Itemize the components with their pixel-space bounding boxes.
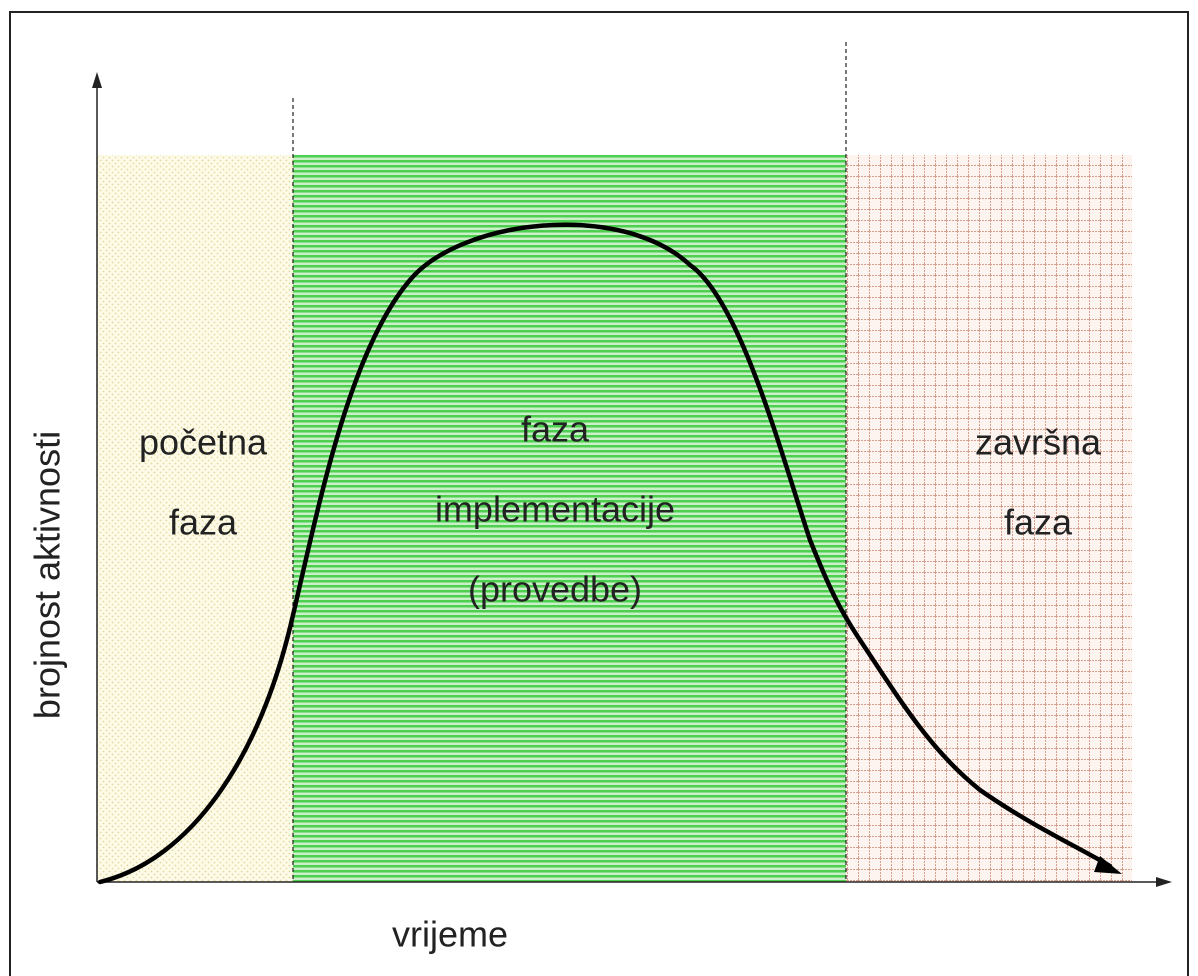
frame	[9, 11, 1189, 976]
phase-label: implementacije	[435, 489, 675, 530]
initial-phase-region	[97, 155, 293, 882]
curve-arrow	[1094, 856, 1122, 874]
phase-label: faza	[169, 502, 238, 543]
y-axis-label: brojnost aktivnosti	[27, 431, 68, 719]
x-axis-label: vrijeme	[392, 914, 508, 955]
phase-label: faza	[521, 409, 590, 450]
implementation-phase-region	[293, 155, 846, 882]
phase-label: završna	[975, 422, 1102, 463]
final-phase-region	[846, 155, 1132, 882]
phase-label: (provedbe)	[468, 569, 642, 610]
phase-label: faza	[1004, 502, 1073, 543]
activity-curve	[97, 222, 1113, 885]
x-axis-arrow	[1156, 877, 1172, 887]
phase-label: početna	[139, 422, 268, 463]
y-axis-arrow	[92, 72, 102, 88]
